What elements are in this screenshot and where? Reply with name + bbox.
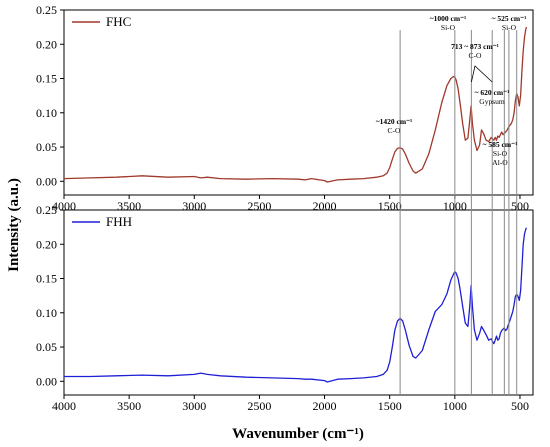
x-tick-label: 2000 (313, 399, 337, 413)
x-tick-label: 500 (511, 399, 529, 413)
bottom-panel: 0.00 0.05 0.10 0.15 0.20 0.25 4000 3500 3000 2500… (36, 203, 529, 413)
x-tick-label: 4000 (52, 399, 76, 413)
x-tick-label: 3500 (117, 399, 141, 413)
annotation-assignment: C-O (388, 126, 402, 135)
annotation-assignment: Si-O (493, 149, 508, 158)
x-tick-label: 3000 (182, 399, 206, 413)
x-tick-label: 3000 (182, 199, 206, 213)
x-tick-label: 500 (511, 199, 529, 213)
annotation-assignment-2: Al-O (492, 158, 508, 167)
y-tick-label: 0.25 (36, 3, 57, 17)
annotation-wavenumber: ~1000 cm⁻¹ (430, 14, 467, 23)
x-tick-label: 1500 (378, 199, 402, 213)
annotation-wavenumber: ~ 525 cm⁻¹ (492, 14, 527, 23)
x-tick-label: 3500 (117, 199, 141, 213)
y-tick-label: 0.25 (36, 203, 57, 217)
annotation-assignment: Si-O (441, 23, 456, 32)
y-tick-label: 0.20 (36, 237, 57, 251)
annotation-wavenumber: ~ 585 cm⁻¹ (483, 140, 518, 149)
series-line-fhh (64, 227, 528, 383)
annotation-wavenumber: ~ 620 cm⁻¹ (475, 88, 510, 97)
annotation-assignment: Gypsum (479, 97, 505, 106)
x-tick-label: 2000 (313, 199, 337, 213)
y-tick-label: 0.00 (36, 174, 57, 188)
x-tick-label: 2500 (247, 399, 271, 413)
annotation-bracket (470, 65, 493, 83)
y-tick-label: 0.20 (36, 37, 57, 51)
x-tick-label: 1500 (378, 399, 402, 413)
annotation-assignment: C-O (469, 51, 483, 60)
y-tick-label: 0.00 (36, 374, 57, 388)
x-axis-title: Wavenumber (cm⁻¹) (232, 426, 364, 442)
y-tick-label: 0.15 (36, 72, 57, 86)
annotation-wavenumber: 713 ~ 873 cm⁻¹ (451, 42, 499, 51)
bottom-panel-frame (63, 209, 534, 396)
y-tick-label: 0.15 (36, 272, 57, 286)
y-axis-title: Intensity (a.u.) (6, 178, 22, 272)
annotation-wavenumber: ~1420 cm⁻¹ (376, 117, 413, 126)
x-tick-label: 1000 (443, 399, 467, 413)
y-tick-label: 0.10 (36, 306, 57, 320)
reference-lines (399, 30, 518, 395)
y-tick-label: 0.10 (36, 106, 57, 120)
legend-label: FHH (106, 214, 132, 229)
legend-label: FHC (106, 14, 131, 29)
top-panel-frame (63, 9, 534, 196)
y-tick-label: 0.05 (36, 340, 57, 354)
y-tick-label: 0.05 (36, 140, 57, 154)
x-tick-label: 2500 (247, 199, 271, 213)
x-tick-label: 4000 (52, 199, 76, 213)
annotation-assignment: Si-O (502, 23, 517, 32)
top-panel: 0.00 0.05 0.10 0.15 0.20 0.25 4000 3500 3000 2500… (36, 3, 529, 213)
